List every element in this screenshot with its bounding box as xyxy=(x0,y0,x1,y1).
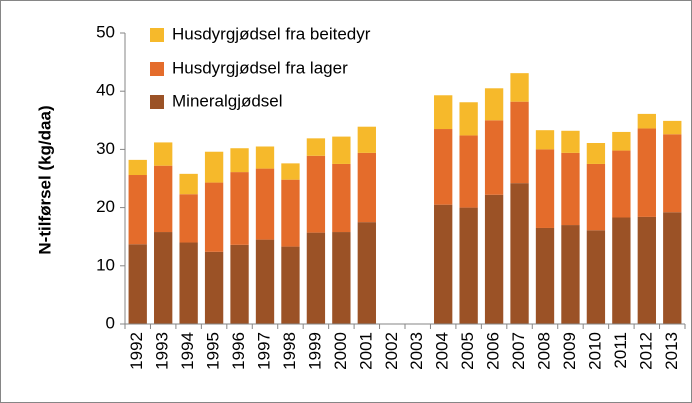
bar-segment xyxy=(586,142,606,164)
legend-swatch xyxy=(150,95,164,109)
x-tick-label: 1999 xyxy=(305,332,324,370)
bar-segment xyxy=(637,128,656,217)
bar-segment xyxy=(535,149,555,228)
bar-segment xyxy=(561,225,580,324)
bar-segment xyxy=(357,126,376,153)
bar-segment xyxy=(357,222,376,324)
x-tick-label: 1994 xyxy=(178,332,197,370)
bar-segment xyxy=(128,175,147,245)
bar-segment xyxy=(586,163,606,231)
bar-segment xyxy=(154,165,173,233)
bar-segment xyxy=(255,168,275,240)
y-tick-label: 0 xyxy=(106,313,115,332)
y-tick-label: 20 xyxy=(96,197,115,216)
bar-segment xyxy=(612,217,631,324)
legend-label: Mineralgjødsel xyxy=(172,91,283,110)
bar-segment xyxy=(561,130,580,153)
x-tick-label: 2002 xyxy=(382,332,401,370)
y-axis-label: N-tilførsel (kg/daa) xyxy=(35,105,54,254)
bar-segment xyxy=(459,102,478,136)
bar-segment xyxy=(510,73,529,102)
y-tick-label: 10 xyxy=(96,255,115,274)
y-tick-label: 40 xyxy=(96,81,115,100)
x-tick-label: 1993 xyxy=(153,332,172,370)
x-tick-label: 1992 xyxy=(127,332,146,370)
bar-segment xyxy=(332,136,351,164)
bar-segment xyxy=(128,244,147,324)
y-tick-label: 30 xyxy=(96,139,115,158)
x-tick-label: 2007 xyxy=(509,332,528,370)
bar-segment xyxy=(612,131,631,151)
bar-segment xyxy=(484,120,504,195)
bar-segment xyxy=(484,194,504,324)
bar-segment xyxy=(357,152,376,223)
x-tick-label: 2000 xyxy=(331,332,350,370)
bar-segment xyxy=(230,172,249,245)
bar-segment xyxy=(204,182,224,252)
legend-label: Husdyrgjødsel fra beitedyr xyxy=(172,24,371,43)
bar-segment xyxy=(306,155,326,233)
legend-label: Husdyrgjødsel fra lager xyxy=(172,58,348,77)
x-tick-label: 1997 xyxy=(254,332,273,370)
x-tick-label: 2005 xyxy=(458,332,477,370)
bar-segment xyxy=(230,148,249,173)
bar-segment xyxy=(434,204,453,324)
bar-segment xyxy=(306,232,326,324)
bar-segment xyxy=(230,244,249,324)
x-tick-label: 2006 xyxy=(484,332,503,370)
bar-segment xyxy=(204,251,224,324)
x-tick-label: 2001 xyxy=(356,332,375,370)
bar-segment xyxy=(332,163,351,233)
bar-segment xyxy=(459,207,478,324)
x-tick-label: 2010 xyxy=(585,332,604,370)
bar-segment xyxy=(281,163,300,180)
x-tick-label: 2011 xyxy=(611,332,630,369)
bar-segment xyxy=(637,216,656,324)
bar-segment xyxy=(306,138,326,156)
bar-segment xyxy=(255,146,275,169)
bar-segment xyxy=(154,142,173,166)
x-tick-label: 1996 xyxy=(229,332,248,370)
bar-segment xyxy=(281,179,300,247)
bar-segment xyxy=(154,232,173,324)
bar-segment xyxy=(179,173,198,195)
bar-segment xyxy=(612,150,631,218)
x-tick-label: 2003 xyxy=(407,332,426,370)
x-tick-label: 1995 xyxy=(204,332,223,370)
bar-segment xyxy=(179,194,198,243)
bar-segment xyxy=(663,120,682,135)
legend-swatch xyxy=(150,28,164,42)
bar-segment xyxy=(561,152,580,226)
bar-segment xyxy=(535,130,555,150)
bar-segment xyxy=(281,246,300,324)
bar-segment xyxy=(204,151,224,183)
bar-segment xyxy=(663,212,682,324)
legend-swatch xyxy=(150,62,164,76)
bar-segment xyxy=(637,113,656,129)
x-tick-label: 2008 xyxy=(534,332,553,370)
bar-segment xyxy=(484,88,504,121)
x-tick-label: 2012 xyxy=(636,332,655,370)
bar-segment xyxy=(434,95,453,130)
bar-segment xyxy=(510,101,529,184)
bar-segment xyxy=(255,239,275,324)
x-tick-label: 2013 xyxy=(662,332,681,370)
bar-segment xyxy=(128,159,147,176)
bar-segment xyxy=(535,227,555,324)
bar-segment xyxy=(663,134,682,213)
y-tick-label: 50 xyxy=(96,22,115,41)
bar-segment xyxy=(332,232,351,324)
x-tick-label: 2004 xyxy=(433,332,452,370)
x-tick-label: 2009 xyxy=(560,332,579,370)
bar-segment xyxy=(586,230,606,324)
bar-segment xyxy=(459,135,478,208)
bar-segment xyxy=(434,129,453,205)
bar-segment xyxy=(510,183,529,324)
bar-segment xyxy=(179,242,198,324)
x-tick-label: 1998 xyxy=(280,332,299,370)
